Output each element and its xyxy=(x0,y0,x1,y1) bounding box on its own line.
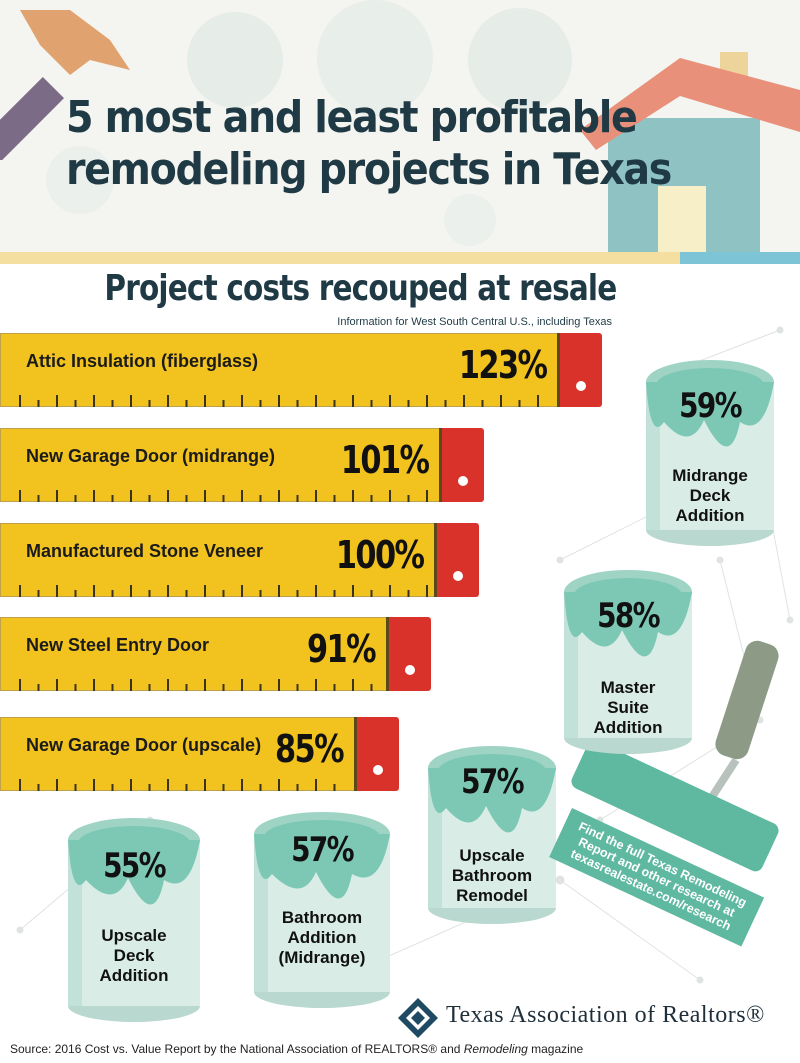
can-label: Upscale Bathroom Remodel xyxy=(424,846,560,906)
bar-garage-door-upscale: New Garage Door (upscale) 85% xyxy=(0,717,399,791)
can-label-line: Deck xyxy=(689,486,731,505)
paint-can-upscale-deck: 55% Upscale Deck Addition xyxy=(64,814,204,1024)
organization-name: Texas Association of Realtors® xyxy=(446,1002,765,1028)
paint-can-icon xyxy=(646,360,774,546)
can-label: Midrange Deck Addition xyxy=(642,466,778,526)
bar-value: 100% xyxy=(335,533,424,577)
bar-dot xyxy=(453,571,463,581)
hammer-icon xyxy=(0,10,130,160)
bar-value: 123% xyxy=(458,343,547,387)
color-stripe xyxy=(0,252,800,266)
bar-ticks xyxy=(19,585,428,597)
paint-can-bathroom-addition: 57% Bathroom Addition (Midrange) xyxy=(250,808,394,1010)
bar-body xyxy=(0,333,560,407)
bar-label: Manufactured Stone Veneer xyxy=(26,541,264,561)
can-label-line: Upscale xyxy=(101,926,167,945)
bar-dot xyxy=(576,381,586,391)
can-value: 58% xyxy=(597,596,660,636)
can-value: 55% xyxy=(103,846,166,886)
page-title: 5 most and least profitable remodeling p… xyxy=(66,92,672,196)
header-circles xyxy=(46,0,572,246)
can-label-line: Addition xyxy=(593,718,663,737)
can-label-line: Suite xyxy=(607,698,649,717)
bar-garage-door-midrange: New Garage Door (midrange) 101% xyxy=(0,428,484,502)
bar-steel-entry-door: New Steel Entry Door 91% xyxy=(0,617,431,691)
bar-value: 85% xyxy=(275,727,345,771)
bar-label: Attic Insulation (fiberglass) xyxy=(26,351,259,371)
can-label-line: Master xyxy=(600,678,656,697)
bar-value: 91% xyxy=(307,627,377,671)
can-label-line: Addition xyxy=(675,506,745,525)
paint-can-master-suite: 58% Master Suite Addition xyxy=(560,566,696,756)
bar-ticks xyxy=(19,779,336,791)
chart-note: Information for West South Central U.S.,… xyxy=(337,316,612,328)
bar-dot xyxy=(458,476,468,486)
tar-logo-icon xyxy=(398,998,438,1038)
bar-cap xyxy=(357,717,399,791)
bar-edge xyxy=(354,717,357,791)
can-label-line: (Midrange) xyxy=(278,948,366,967)
bar-cap xyxy=(442,428,484,502)
can-label: Upscale Deck Addition xyxy=(64,926,204,986)
stripe-yellow xyxy=(0,252,680,264)
can-value: 59% xyxy=(679,386,742,426)
title-line-1: 5 most and least profitable xyxy=(66,92,638,143)
source-prefix: Source: 2016 Cost vs. Value Report by th… xyxy=(10,1042,464,1056)
bar-body xyxy=(0,617,389,691)
bar-value: 101% xyxy=(340,438,429,482)
source-suffix: magazine xyxy=(527,1042,584,1056)
can-label-line: Bathroom xyxy=(451,866,533,885)
bar-stone-veneer: Manufactured Stone Veneer 100% xyxy=(0,523,479,597)
house-icon xyxy=(580,52,800,252)
chart-title: Project costs recouped at resale xyxy=(103,268,617,309)
bar-ticks xyxy=(19,395,539,407)
source-magazine: Remodeling xyxy=(463,1042,528,1056)
can-value: 57% xyxy=(291,830,354,870)
can-label-line: Addition xyxy=(99,966,169,985)
can-label-line: Deck xyxy=(113,946,155,965)
can-label-line: Addition xyxy=(287,928,357,947)
bar-cap xyxy=(437,523,479,597)
can-label-line: Midrange xyxy=(672,466,748,485)
paint-can-icon xyxy=(564,570,692,754)
stripe-blue xyxy=(680,252,800,264)
bar-body xyxy=(0,523,437,597)
bar-label: New Garage Door (upscale) xyxy=(26,735,262,755)
bar-cap xyxy=(560,333,602,407)
bar-dot xyxy=(405,665,415,675)
can-label-line: Upscale xyxy=(459,846,525,865)
bar-ticks xyxy=(19,490,428,502)
source-note: Source: 2016 Cost vs. Value Report by th… xyxy=(10,1042,583,1056)
can-value: 57% xyxy=(461,762,524,802)
title-line-2: remodeling projects in Texas xyxy=(66,144,672,195)
bar-body xyxy=(0,428,442,502)
bar-label: New Steel Entry Door xyxy=(26,635,210,655)
bar-cap xyxy=(389,617,431,691)
paint-can-upscale-bathroom: 57% Upscale Bathroom Remodel xyxy=(424,742,560,926)
bar-body xyxy=(0,717,357,791)
header-banner: 5 most and least profitable remodeling p… xyxy=(0,0,800,252)
paint-can-icon xyxy=(428,746,556,924)
bar-edge xyxy=(386,617,389,691)
bar-attic-insulation: Attic Insulation (fiberglass) 123% xyxy=(0,333,602,407)
bar-edge xyxy=(439,428,442,502)
bar-ticks xyxy=(19,679,373,691)
bar-dot xyxy=(373,765,383,775)
paint-can-icon xyxy=(254,812,390,1008)
can-label: Bathroom Addition (Midrange) xyxy=(250,908,394,968)
paint-can-midrange-deck: 59% Midrange Deck Addition xyxy=(642,356,778,548)
paint-roller-icon xyxy=(571,640,779,872)
can-label-line: Bathroom xyxy=(281,908,363,927)
bar-label: New Garage Door (midrange) xyxy=(26,446,276,466)
bar-edge xyxy=(557,333,560,407)
bar-edge xyxy=(434,523,437,597)
paint-can-icon xyxy=(68,818,200,1022)
can-label-line: Remodel xyxy=(456,886,528,905)
can-label: Master Suite Addition xyxy=(560,678,696,738)
